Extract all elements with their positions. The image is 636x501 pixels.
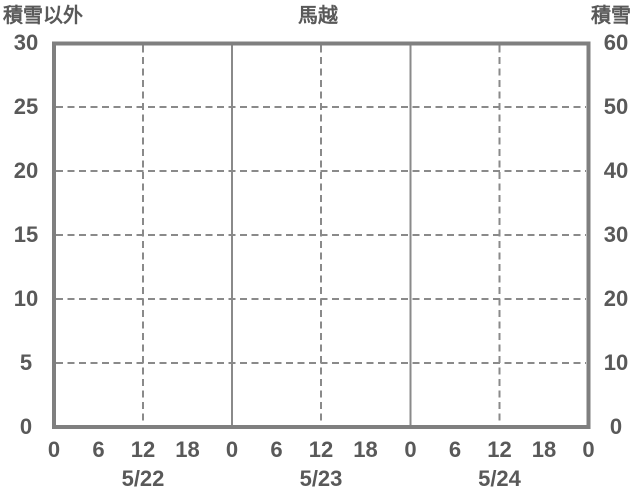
x-axis-date-label: 5/23	[299, 466, 343, 491]
x-axis-hour-tick: 18	[353, 437, 378, 462]
x-axis-hour-tick: 12	[487, 437, 512, 462]
right-axis-tick: 0	[609, 414, 623, 439]
x-axis-date-label: 5/24	[478, 466, 521, 491]
left-axis-tick: 30	[13, 30, 39, 55]
left-axis-tick: 15	[13, 222, 39, 247]
left-axis-tick: 10	[13, 286, 39, 311]
x-axis-hour-tick: 18	[531, 437, 557, 462]
x-axis-hour-tick: 6	[448, 437, 462, 462]
plot-frame	[52, 41, 591, 429]
left-axis-tick: 20	[13, 158, 39, 183]
x-axis-hour-tick: 6	[92, 437, 105, 462]
dashed-gridlines	[56, 45, 586, 426]
x-axis-hour-tick: 18	[175, 437, 200, 462]
solid-gridlines	[231, 45, 412, 426]
right-axis-title: 積雪	[591, 5, 631, 27]
x-axis-hour-tick: 0	[582, 437, 595, 462]
right-axis-tick: 30	[603, 222, 629, 247]
left-axis-tick: 0	[19, 414, 33, 439]
chart-title: 馬越	[298, 5, 338, 27]
x-axis-hour-tick: 0	[404, 437, 417, 462]
left-axis-tick: 25	[13, 94, 39, 119]
x-axis-hour-tick: 6	[270, 437, 283, 462]
x-axis-hour-tick: 0	[225, 437, 239, 462]
x-axis-hour-tick: 12	[308, 437, 334, 462]
left-axis-title: 積雪以外	[3, 5, 83, 27]
left-axis-tick: 5	[19, 350, 33, 375]
x-axis-hour-tick: 12	[130, 437, 156, 462]
right-axis-tick: 60	[603, 30, 629, 55]
x-axis-hour-tick: 0	[47, 437, 61, 462]
right-axis-tick: 40	[603, 158, 629, 183]
right-axis-tick: 20	[603, 286, 629, 311]
right-axis-tick: 50	[603, 94, 629, 119]
right-axis-tick: 10	[603, 350, 629, 375]
x-axis-date-label: 5/22	[121, 466, 165, 491]
